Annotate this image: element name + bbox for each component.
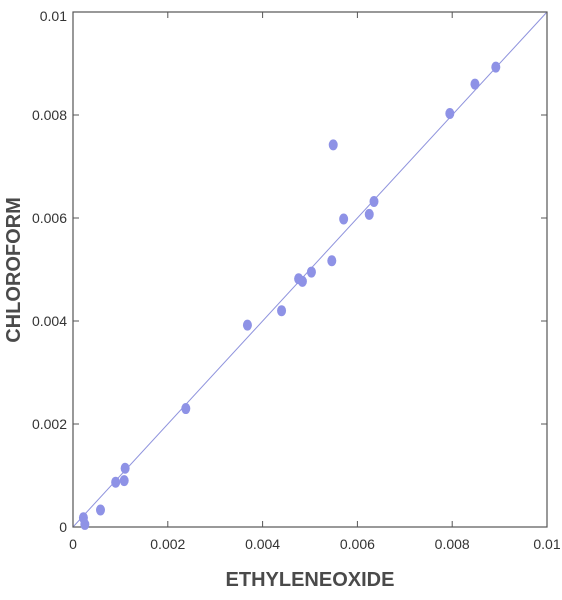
data-point [120,462,130,474]
data-point [491,61,501,73]
data-point [181,403,191,415]
data-point [445,107,455,119]
x-tick-label: 0.008 [435,536,470,552]
y-axis-title: CHLOROFORM [3,197,25,343]
data-point [328,139,338,151]
y-tick-label: 0.004 [32,313,67,329]
y-tick-label: 0 [59,519,67,535]
tick-labels-layer: 0 0.002 0.004 0.006 0.008 0.01 0 0.002 0.004 0.00… [32,8,561,552]
data-point [470,78,480,90]
data-point [369,196,379,208]
data-point [306,266,316,278]
data-point [80,518,90,530]
y-tick-label: 0.002 [32,416,67,432]
data-point [95,504,105,516]
y-tick-label: 0.008 [32,107,67,123]
x-tick-label: 0.01 [533,536,560,552]
y-tick-label: 0.006 [32,210,67,226]
data-point [119,475,129,487]
data-point [242,319,252,331]
data-point [339,213,349,225]
x-tick-label: 0.006 [340,536,375,552]
data-point [277,305,287,317]
x-axis-title: ETHYLENEOXIDE [226,569,395,591]
plot-frame [72,11,548,528]
y-tick-label: 0.01 [40,8,67,24]
data-point [364,208,374,220]
data-points-layer [78,61,501,530]
data-point [111,476,121,488]
data-point [297,275,307,287]
x-tick-label: 0 [69,536,77,552]
x-tick-label: 0.002 [150,536,185,552]
ticks-layer [72,11,548,528]
x-tick-label: 0.004 [245,536,280,552]
data-point [327,255,337,267]
